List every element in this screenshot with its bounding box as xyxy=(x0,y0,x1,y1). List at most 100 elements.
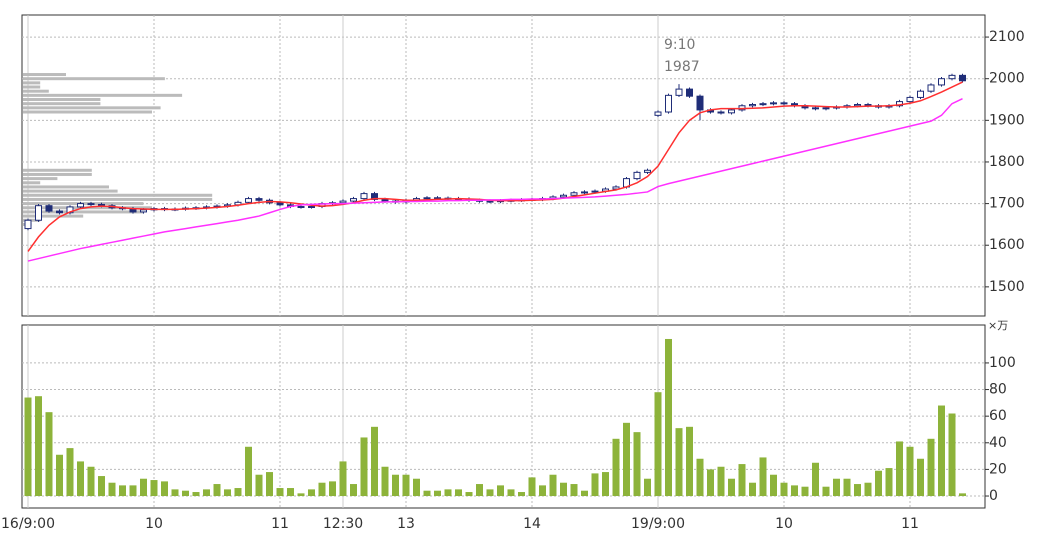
volume-bar xyxy=(444,489,452,497)
volume-bar xyxy=(434,490,441,497)
volume-bar xyxy=(203,489,210,497)
candle-body xyxy=(245,198,252,203)
profile-bar xyxy=(23,218,41,222)
candle-body xyxy=(297,206,305,209)
volume-bar xyxy=(759,457,767,497)
volume-bar xyxy=(213,484,221,497)
volume-bar xyxy=(182,490,189,497)
volume-bar xyxy=(633,432,641,497)
volume-bar xyxy=(864,482,872,497)
volume-bar xyxy=(56,454,63,497)
volume-bar xyxy=(140,478,147,497)
moving-average-line xyxy=(27,98,963,262)
volume-bar xyxy=(308,489,315,497)
volume-bar xyxy=(245,446,252,497)
y-tick-label: 80 xyxy=(989,382,1007,398)
x-tick-label: 11 xyxy=(901,516,919,532)
candle-body xyxy=(675,88,683,96)
volume-bar xyxy=(98,476,105,497)
volume-bar xyxy=(780,482,788,497)
volume-bar xyxy=(959,493,966,497)
volume-bar xyxy=(497,485,504,497)
profile-bar xyxy=(23,177,58,181)
y-tick-label: 60 xyxy=(989,408,1007,424)
x-tick-label: 11 xyxy=(271,516,289,532)
profile-bar xyxy=(23,77,165,81)
volume-bar xyxy=(350,484,357,497)
volume-bar xyxy=(644,478,651,497)
candle-body xyxy=(66,206,74,214)
volume-bar xyxy=(822,486,830,497)
candle-body xyxy=(371,193,378,200)
candle-body xyxy=(822,107,830,110)
volume-bar xyxy=(35,396,42,497)
volume-bar xyxy=(486,489,494,497)
y-tick-label: 20 xyxy=(989,461,1007,477)
y-tick-label: 2000 xyxy=(989,71,1025,87)
volume-bar xyxy=(896,441,903,497)
volume-bar xyxy=(812,462,819,497)
candle-body xyxy=(24,219,32,230)
volume-bar xyxy=(255,474,263,497)
volume-bar xyxy=(266,472,273,497)
candle-body xyxy=(654,111,662,116)
volume-bar xyxy=(875,470,882,497)
volume-bar xyxy=(108,482,116,497)
volume-bar xyxy=(276,488,284,497)
profile-bar xyxy=(23,106,161,110)
volume-bar xyxy=(371,426,378,497)
candle-body xyxy=(35,205,42,221)
profile-bar xyxy=(23,81,41,85)
volume-bar xyxy=(150,480,158,497)
volume-bar xyxy=(654,392,662,497)
x-tick-label: 10 xyxy=(145,516,163,532)
profile-bar xyxy=(23,189,118,193)
candle-body xyxy=(927,84,935,92)
volume-bar xyxy=(381,466,389,497)
annotation-time: 9:10 xyxy=(664,37,695,53)
candle-body xyxy=(749,104,756,107)
candle-body xyxy=(728,109,735,114)
profile-bar xyxy=(23,102,101,106)
y-tick-label: 1500 xyxy=(989,279,1025,295)
volume-bar xyxy=(938,405,945,497)
candle-body xyxy=(591,190,599,193)
candle-body xyxy=(696,95,704,111)
volume-bar xyxy=(129,485,137,497)
volume-bar xyxy=(602,472,609,497)
x-tick-label: 14 xyxy=(523,516,541,532)
volume-bar xyxy=(297,493,305,497)
candle-body xyxy=(612,186,620,190)
volume-bar xyxy=(476,484,483,497)
volume-bar xyxy=(581,490,588,497)
volume-bar xyxy=(791,485,798,497)
candle-body xyxy=(938,78,945,86)
candle-body xyxy=(917,90,924,98)
volume-bar xyxy=(717,466,725,497)
candle-body xyxy=(948,74,956,80)
candle-body xyxy=(255,198,263,201)
candle-body xyxy=(759,103,767,106)
candle-body xyxy=(644,169,651,173)
profile-bar xyxy=(23,168,92,172)
volume-bar xyxy=(339,461,347,497)
volume-bar xyxy=(119,485,126,497)
profile-bar xyxy=(23,98,101,102)
y-tick-label: 1900 xyxy=(989,112,1025,128)
profile-bar xyxy=(23,210,144,214)
y-tick-label: 1800 xyxy=(989,154,1025,170)
volume-bar xyxy=(507,489,515,497)
volume-bar xyxy=(171,489,179,497)
volume-bar xyxy=(45,412,53,497)
candle-body xyxy=(77,203,84,208)
volume-bar xyxy=(665,338,672,497)
x-tick-label: 12:30 xyxy=(323,516,363,532)
x-tick-label: 13 xyxy=(397,516,415,532)
volume-bar xyxy=(234,488,242,497)
candle-body xyxy=(87,203,95,206)
candle-body xyxy=(717,111,725,114)
candle-body xyxy=(570,192,578,196)
volume-bar xyxy=(287,488,294,497)
